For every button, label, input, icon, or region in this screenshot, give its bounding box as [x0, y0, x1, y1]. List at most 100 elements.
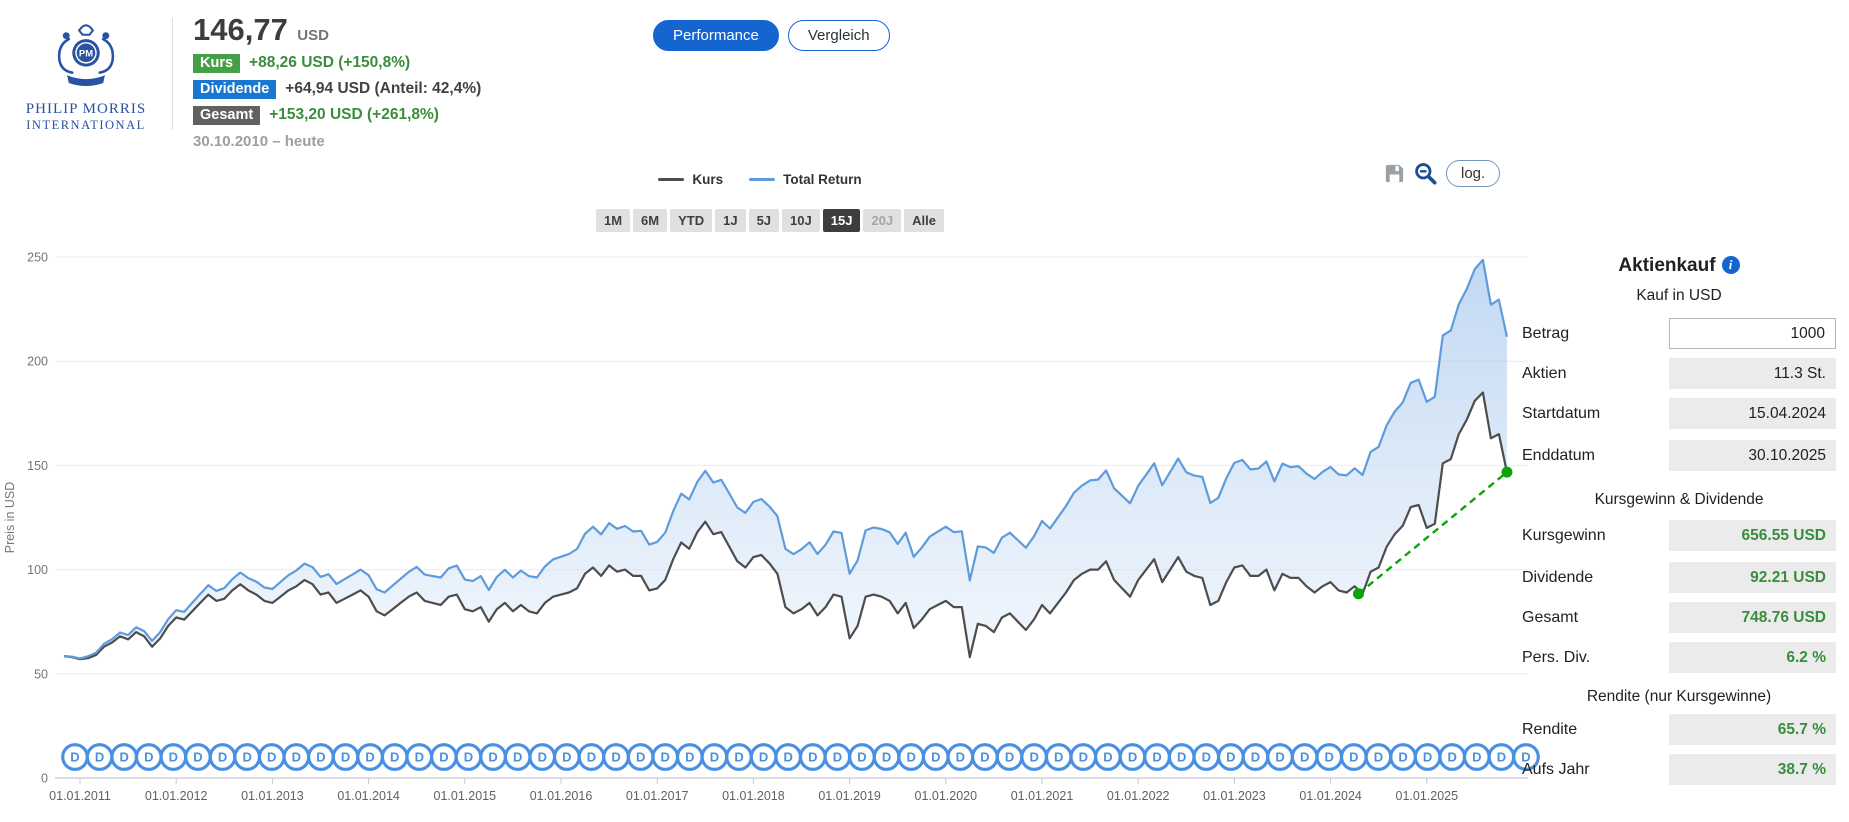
- svg-text:250: 250: [27, 251, 48, 265]
- svg-text:01.01.2021: 01.01.2021: [1011, 789, 1074, 803]
- range-10j[interactable]: 10J: [782, 209, 820, 232]
- range-ytd[interactable]: YTD: [670, 209, 713, 232]
- dividend-marker[interactable]: D: [774, 743, 803, 771]
- dividend-marker[interactable]: D: [356, 743, 385, 771]
- dividend-marker[interactable]: D: [946, 743, 975, 771]
- dividend-marker[interactable]: D: [1167, 743, 1196, 771]
- dividend-marker[interactable]: D: [675, 743, 704, 771]
- dividend-marker[interactable]: D: [577, 743, 606, 771]
- range-alle[interactable]: Alle: [904, 209, 944, 232]
- dividend-marker[interactable]: D: [257, 743, 286, 771]
- dividend-marker[interactable]: D: [331, 743, 360, 771]
- dividend-marker[interactable]: D: [626, 743, 655, 771]
- svg-text:D: D: [759, 750, 768, 765]
- svg-text:D: D: [390, 750, 399, 765]
- svg-text:01.01.2017: 01.01.2017: [626, 789, 689, 803]
- svg-text:D: D: [611, 750, 620, 765]
- dividend-marker[interactable]: D: [429, 743, 458, 771]
- dividend-marker[interactable]: D: [184, 743, 212, 771]
- dividend-marker[interactable]: D: [1512, 743, 1540, 771]
- dividend-marker[interactable]: D: [454, 743, 483, 771]
- dividend-marker[interactable]: D: [602, 743, 630, 771]
- startdatum-value[interactable]: 15.04.2024: [1669, 398, 1836, 429]
- dividend-marker[interactable]: D: [208, 743, 237, 771]
- dividend-marker[interactable]: D: [897, 743, 926, 771]
- total-return-line-swatch: [749, 177, 776, 182]
- dividend-marker[interactable]: D: [503, 743, 532, 771]
- dividend-marker[interactable]: D: [921, 743, 950, 771]
- dividend-marker[interactable]: D: [971, 743, 999, 771]
- dividend-marker[interactable]: D: [1487, 743, 1516, 771]
- dividend-marker[interactable]: D: [995, 743, 1024, 771]
- dividend-marker[interactable]: D: [479, 743, 507, 771]
- dividend-marker[interactable]: D: [1315, 743, 1344, 771]
- dividend-marker[interactable]: D: [848, 743, 876, 771]
- dividend-marker[interactable]: D: [1044, 743, 1073, 771]
- dividend-marker[interactable]: D: [552, 743, 581, 771]
- dividend-marker[interactable]: D: [725, 743, 753, 771]
- dividend-marker[interactable]: D: [405, 743, 434, 771]
- dividend-marker[interactable]: D: [61, 743, 89, 771]
- range-6m[interactable]: 6M: [633, 209, 668, 232]
- vergleich-button[interactable]: Vergleich: [787, 20, 890, 51]
- dividend-marker[interactable]: D: [1094, 743, 1122, 771]
- dividend-marker[interactable]: D: [700, 743, 729, 771]
- dividend-marker[interactable]: D: [651, 743, 680, 771]
- svg-text:150: 150: [27, 459, 48, 473]
- dividend-marker[interactable]: D: [1413, 743, 1442, 771]
- dividend-marker[interactable]: D: [823, 743, 852, 771]
- dividend-marker[interactable]: D: [85, 743, 114, 771]
- dividend-marker[interactable]: D: [134, 743, 163, 771]
- dividend-marker[interactable]: D: [110, 743, 139, 771]
- dividend-marker[interactable]: D: [1438, 743, 1467, 771]
- svg-text:01.01.2015: 01.01.2015: [434, 789, 497, 803]
- dividend-marker[interactable]: D: [528, 743, 557, 771]
- dividend-marker[interactable]: D: [1216, 743, 1245, 771]
- dividend-marker[interactable]: D: [1118, 743, 1147, 771]
- dividend-marker[interactable]: D: [1364, 743, 1393, 771]
- dividend-marker[interactable]: D: [1290, 743, 1319, 771]
- svg-text:D: D: [341, 750, 350, 765]
- range-5j[interactable]: 5J: [748, 209, 780, 232]
- range-15j[interactable]: 15J: [822, 209, 861, 232]
- startdatum-row: Startdatum 15.04.2024: [1522, 398, 1836, 429]
- dividend-marker[interactable]: D: [1339, 743, 1368, 771]
- dividend-marker[interactable]: D: [380, 743, 409, 771]
- dividend-marker[interactable]: D: [1389, 743, 1417, 771]
- svg-text:200: 200: [27, 355, 48, 369]
- dividend-marker[interactable]: D: [1192, 743, 1221, 771]
- dividend-marker[interactable]: D: [1069, 743, 1098, 771]
- dividend-marker[interactable]: D: [798, 743, 827, 771]
- svg-text:D: D: [956, 750, 965, 765]
- kurs-line-swatch: [658, 177, 685, 182]
- dividend-marker[interactable]: D: [282, 743, 311, 771]
- header-divider: [172, 18, 173, 130]
- svg-text:01.01.2014: 01.01.2014: [337, 789, 400, 803]
- log-scale-button[interactable]: log.: [1446, 160, 1501, 187]
- dividend-marker[interactable]: D: [1266, 743, 1294, 771]
- dividend-marker[interactable]: D: [749, 743, 778, 771]
- svg-text:D: D: [1054, 750, 1063, 765]
- svg-text:D: D: [513, 750, 522, 765]
- dividend-marker[interactable]: D: [307, 743, 335, 771]
- range-1m[interactable]: 1M: [595, 209, 631, 232]
- dividend-marker[interactable]: D: [872, 743, 901, 771]
- dividend-marker[interactable]: D: [1020, 743, 1049, 771]
- svg-text:100: 100: [27, 563, 48, 577]
- range-1j[interactable]: 1J: [715, 209, 746, 232]
- dividend-marker[interactable]: D: [1143, 743, 1172, 771]
- enddatum-value[interactable]: 30.10.2025: [1669, 440, 1836, 471]
- dividend-marker[interactable]: D: [1241, 743, 1270, 771]
- dividend-marker[interactable]: D: [1462, 743, 1491, 771]
- info-icon[interactable]: i: [1721, 256, 1740, 274]
- dividend-marker[interactable]: D: [159, 743, 188, 771]
- betrag-input[interactable]: [1669, 318, 1836, 349]
- panel-subtitle: Kauf in USD: [1636, 287, 1722, 304]
- performance-button[interactable]: Performance: [653, 20, 779, 51]
- price-chart[interactable]: 0 50 100 150 200 250 Preis in USD 01.01.2011 01.…: [0, 200, 1540, 817]
- save-icon[interactable]: [1383, 162, 1406, 185]
- aktien-value: 11.3 St.: [1669, 358, 1836, 389]
- dividend-marker[interactable]: D: [233, 743, 262, 771]
- dividende-sb-row: Dividende 92.21 USD: [1522, 562, 1836, 593]
- zoom-out-icon[interactable]: [1413, 161, 1439, 187]
